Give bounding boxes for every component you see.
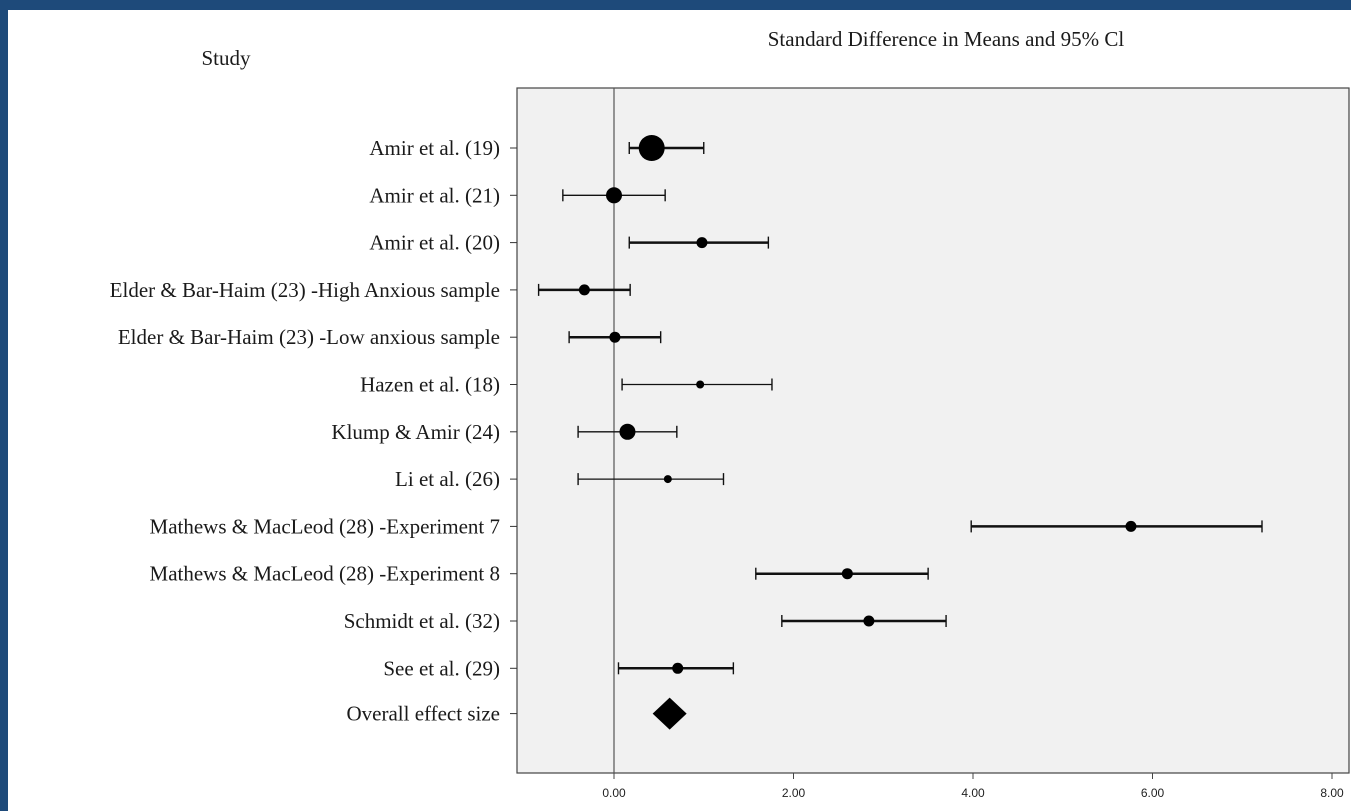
study-label: Amir et al. (19) [369, 136, 500, 160]
study-row: Elder & Bar-Haim (23) -Low anxious sampl… [118, 325, 662, 349]
chart-title: Standard Difference in Means and 95% Cl [768, 27, 1125, 51]
study-rows: Amir et al. (19) Amir et al. (21) Amir et … [110, 135, 1263, 680]
effect-point [609, 331, 621, 343]
effect-point [696, 237, 708, 249]
overall-label: Overall effect size [346, 702, 500, 726]
effect-point [841, 568, 853, 580]
overall-diamond [652, 697, 687, 730]
study-label: Amir et al. (21) [369, 183, 500, 207]
study-row: Mathews & MacLeod (28) -Experiment 7 [150, 514, 1263, 538]
study-row: Schmidt et al. (32) [344, 609, 947, 633]
x-axis: 0.00 2.00 4.00 6.00 8.00 [602, 773, 1344, 800]
study-row: Amir et al. (19) [369, 135, 705, 161]
x-tick-label: 0.00 [602, 786, 626, 800]
effect-point [619, 423, 636, 440]
study-row: Amir et al. (21) [369, 183, 666, 207]
study-row: Klump & Amir (24) [331, 420, 678, 444]
study-row: Amir et al. (20) [369, 231, 770, 255]
x-tick-label: 8.00 [1320, 786, 1344, 800]
effect-point [1125, 520, 1137, 532]
study-label: Elder & Bar-Haim (23) -High Anxious samp… [110, 278, 500, 302]
study-label: Elder & Bar-Haim (23) -Low anxious sampl… [118, 325, 500, 349]
effect-point [863, 615, 875, 627]
effect-point [578, 284, 590, 296]
study-label: Li et al. (26) [395, 467, 500, 491]
study-label: Schmidt et al. (32) [344, 609, 500, 633]
study-row: Elder & Bar-Haim (23) -High Anxious samp… [110, 278, 631, 302]
effect-point [606, 187, 622, 204]
study-row: See et al. (29) [383, 656, 735, 680]
effect-point [638, 135, 665, 161]
x-tick-label: 4.00 [961, 786, 985, 800]
study-label: Mathews & MacLeod (28) -Experiment 7 [150, 514, 500, 538]
x-tick-label: 6.00 [1141, 786, 1165, 800]
study-row: Mathews & MacLeod (28) -Experiment 8 [150, 562, 929, 586]
study-label: Klump & Amir (24) [331, 420, 500, 444]
x-tick-label: 2.00 [782, 786, 806, 800]
study-label: Hazen et al. (18) [360, 373, 500, 397]
effect-point [696, 380, 705, 389]
study-row: Hazen et al. (18) [360, 373, 773, 397]
effect-point [663, 475, 672, 484]
effect-point [672, 662, 684, 674]
overall-effect-row: Overall effect size [346, 697, 687, 730]
study-column-header: Study [201, 46, 251, 70]
plot-area [516, 87, 1350, 774]
study-label: Amir et al. (20) [369, 231, 500, 255]
study-label: Mathews & MacLeod (28) -Experiment 8 [150, 562, 500, 586]
study-row: Li et al. (26) [395, 467, 725, 491]
study-label: See et al. (29) [383, 656, 500, 680]
